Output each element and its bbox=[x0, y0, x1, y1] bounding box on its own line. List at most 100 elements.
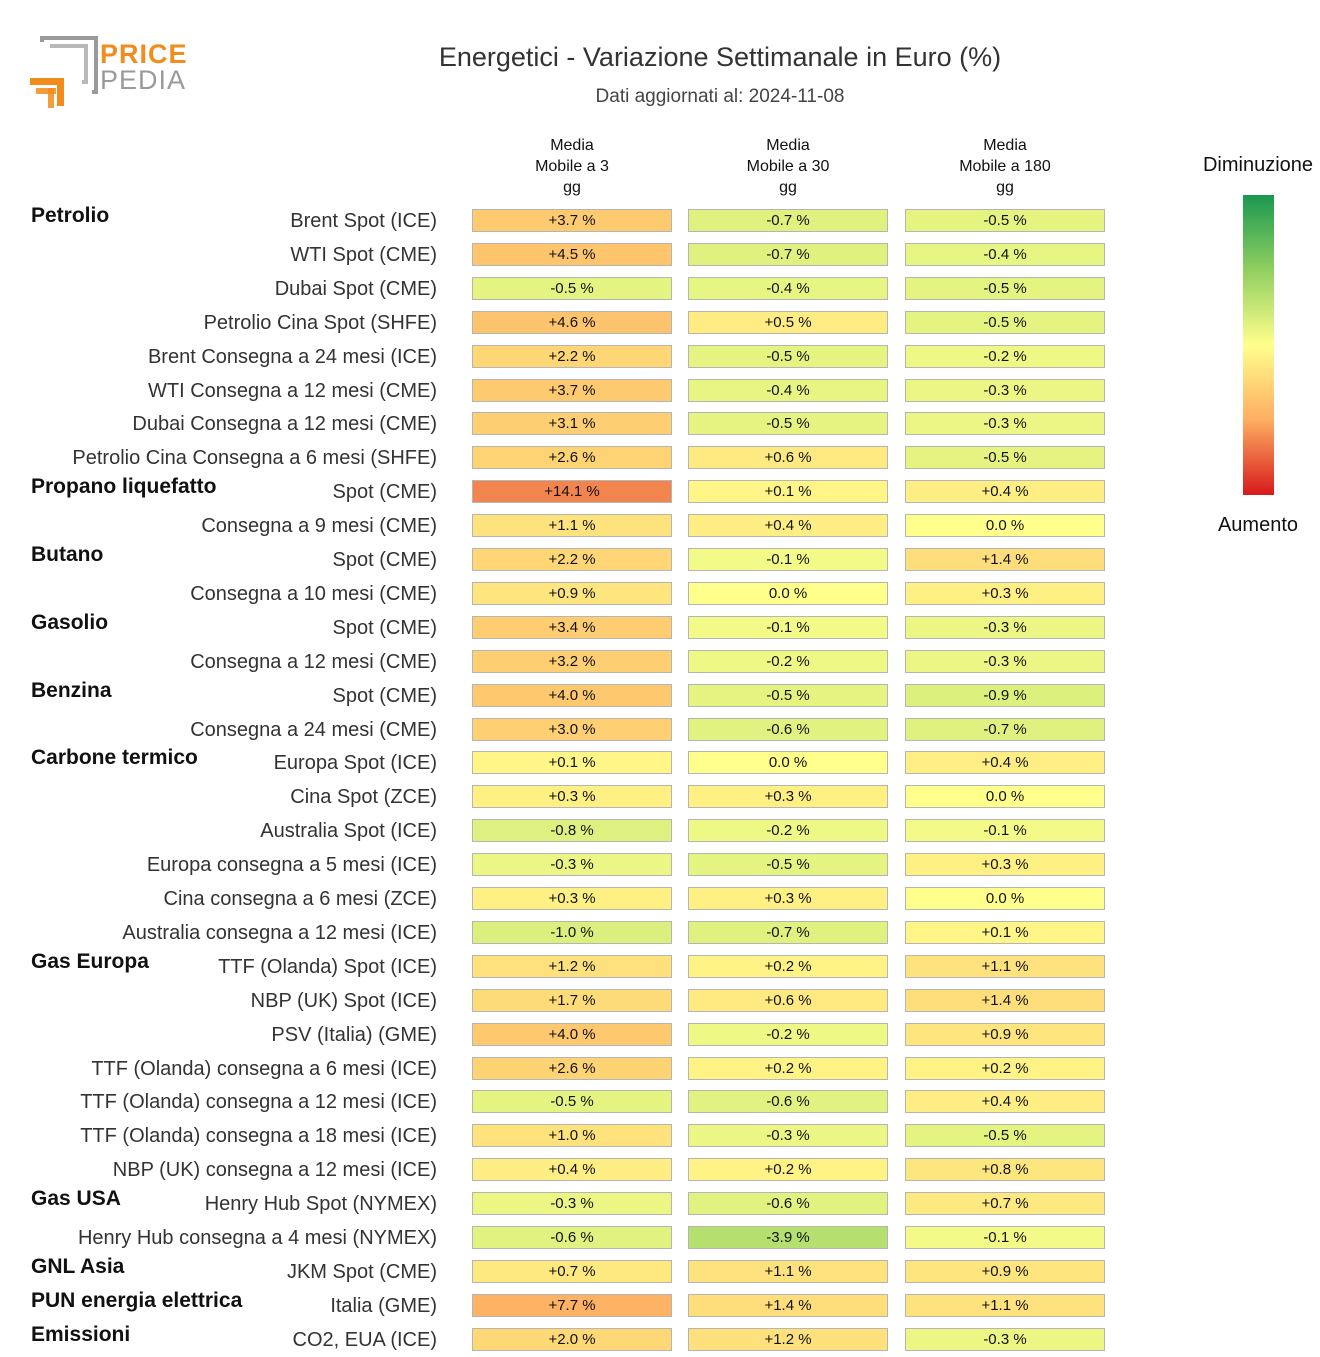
row-label: NBP (UK) Spot (ICE) bbox=[250, 989, 437, 1012]
heatmap-cell: -0.1 % bbox=[688, 548, 888, 571]
group-label: Emissioni bbox=[31, 1322, 131, 1346]
group-label: Carbone termico bbox=[31, 746, 198, 770]
heatmap-cell: +1.4 % bbox=[688, 1293, 888, 1317]
heatmap-cell: +3.4 % bbox=[472, 615, 672, 639]
row-label: Australia consegna a 12 mesi (ICE) bbox=[122, 921, 437, 944]
logo-mark bbox=[30, 36, 98, 108]
row-label: TTF (Olanda) consegna a 6 mesi (ICE) bbox=[91, 1057, 437, 1080]
heatmap-cell: -0.5 % bbox=[905, 1124, 1105, 1148]
heatmap-cell: +0.1 % bbox=[472, 751, 672, 775]
group-label: Butano bbox=[31, 543, 104, 566]
heatmap-cell: -0.3 % bbox=[905, 412, 1105, 436]
heatmap-cell: +0.8 % bbox=[905, 1158, 1105, 1182]
group-label: Petrolio bbox=[31, 204, 110, 227]
legend-top-label: Diminuzione bbox=[1202, 154, 1314, 176]
heatmap-cell: +0.4 % bbox=[905, 1090, 1105, 1114]
heatmap-cell: +0.7 % bbox=[905, 1192, 1105, 1216]
row-label: TTF (Olanda) Spot (ICE) bbox=[218, 955, 437, 978]
heatmap-cell: -0.2 % bbox=[688, 649, 888, 673]
heatmap-cell: -0.6 % bbox=[688, 717, 888, 741]
heatmap-cell: -0.9 % bbox=[905, 683, 1105, 707]
row-label: Spot (CME) bbox=[332, 684, 437, 707]
heatmap-cell: +0.3 % bbox=[688, 785, 888, 809]
heatmap-cell: -0.2 % bbox=[905, 344, 1105, 368]
heatmap-cell: -0.1 % bbox=[905, 1226, 1105, 1249]
legend-color-bar bbox=[1243, 195, 1274, 495]
heatmap-cell: -0.5 % bbox=[905, 310, 1105, 334]
heatmap-cell: -0.5 % bbox=[688, 853, 888, 877]
row-label: Australia Spot (ICE) bbox=[260, 820, 437, 843]
heatmap-cell: +0.2 % bbox=[905, 1056, 1105, 1080]
column-header: Media Mobile a 3 gg bbox=[471, 135, 673, 198]
heatmap-cell: -0.6 % bbox=[688, 1090, 888, 1114]
group-label: Propano liquefatto bbox=[31, 475, 217, 499]
heatmap-cell: -0.3 % bbox=[472, 853, 672, 877]
column-header: Media Mobile a 30 gg bbox=[687, 135, 889, 198]
heatmap-cell: +4.5 % bbox=[472, 242, 672, 266]
row-label: Consegna a 24 mesi (CME) bbox=[190, 718, 437, 741]
row-label: NBP (UK) consegna a 12 mesi (ICE) bbox=[112, 1159, 437, 1182]
row-label: Cina Spot (ZCE) bbox=[290, 786, 437, 809]
heatmap-cell: +3.7 % bbox=[472, 209, 672, 232]
heatmap-cell: +3.0 % bbox=[472, 717, 672, 741]
heatmap-cell: -0.4 % bbox=[688, 276, 888, 300]
heatmap-cell: +0.3 % bbox=[688, 887, 888, 910]
heatmap-cell: +1.1 % bbox=[905, 1293, 1105, 1317]
row-label: Petrolio Cina Consegna a 6 mesi (SHFE) bbox=[72, 447, 437, 470]
heatmap-cell: -0.7 % bbox=[688, 209, 888, 232]
heatmap-cell: -0.7 % bbox=[905, 717, 1105, 741]
heatmap-cell: +7.7 % bbox=[472, 1293, 672, 1317]
heatmap-cell: +0.1 % bbox=[688, 480, 888, 504]
heatmap-cell: -0.5 % bbox=[688, 683, 888, 707]
group-label: Gas Europa bbox=[31, 949, 149, 973]
heatmap-cell: -0.2 % bbox=[688, 1022, 888, 1046]
column-header: Media Mobile a 180 gg bbox=[904, 135, 1106, 198]
heatmap-cell: -3.9 % bbox=[688, 1226, 888, 1249]
heatmap-cell: -0.5 % bbox=[688, 344, 888, 368]
group-label: Gasolio bbox=[31, 610, 109, 634]
heatmap-cell: 0.0 % bbox=[905, 785, 1105, 809]
row-label: Europa consegna a 5 mesi (ICE) bbox=[146, 854, 437, 877]
row-label: Brent Spot (ICE) bbox=[290, 210, 437, 232]
chart-title: Energetici - Variazione Settimanale in E… bbox=[438, 42, 1002, 72]
heatmap-cell: +1.1 % bbox=[905, 954, 1105, 978]
heatmap-cell: -0.1 % bbox=[688, 615, 888, 639]
heatmap-cell: +0.3 % bbox=[905, 581, 1105, 605]
heatmap-cell: +0.1 % bbox=[905, 920, 1105, 944]
heatmap-cell: +1.2 % bbox=[688, 1327, 888, 1351]
heatmap-cell: -0.8 % bbox=[472, 819, 672, 843]
heatmap-cell: +2.2 % bbox=[472, 344, 672, 368]
chart-subtitle: Dati aggiornati al: 2024-11-08 bbox=[595, 86, 845, 107]
heatmap-cell: -0.3 % bbox=[905, 649, 1105, 673]
heatmap-cell: +0.4 % bbox=[688, 514, 888, 538]
row-label: Dubai Spot (CME) bbox=[274, 277, 437, 300]
heatmap-cell: -0.3 % bbox=[905, 1327, 1105, 1351]
heatmap-cell: +0.2 % bbox=[688, 1158, 888, 1182]
heatmap-cell: -0.3 % bbox=[905, 378, 1105, 402]
heatmap-cell: +2.2 % bbox=[472, 548, 672, 571]
row-label: Consegna a 10 mesi (CME) bbox=[190, 582, 437, 605]
heatmap-cell: +0.9 % bbox=[905, 1022, 1105, 1046]
heatmap-cell: -0.1 % bbox=[905, 819, 1105, 843]
heatmap-cell: -0.5 % bbox=[905, 209, 1105, 232]
heatmap-cell: 0.0 % bbox=[905, 514, 1105, 538]
heatmap-cell: +0.4 % bbox=[472, 1158, 672, 1182]
heatmap-cell: -0.5 % bbox=[905, 276, 1105, 300]
heatmap-cell: 0.0 % bbox=[688, 751, 888, 775]
group-label: Gas USA bbox=[31, 1187, 121, 1211]
heatmap-cell: +0.9 % bbox=[472, 581, 672, 605]
heatmap-cell: 0.0 % bbox=[905, 887, 1105, 910]
group-label: PUN energia elettrica bbox=[31, 1288, 243, 1312]
column-header-line: gg bbox=[779, 179, 797, 196]
heatmap-cell: +3.1 % bbox=[472, 412, 672, 436]
column-header-line: Media bbox=[550, 137, 594, 154]
heatmap-cell: +0.3 % bbox=[905, 853, 1105, 877]
heatmap-cell: +1.7 % bbox=[472, 988, 672, 1012]
heatmap-cell: -0.3 % bbox=[472, 1192, 672, 1216]
pricepedia-logo: PRICE PEDIA bbox=[28, 36, 198, 112]
row-label: Spot (CME) bbox=[332, 549, 437, 571]
heatmap-cell: +1.4 % bbox=[905, 988, 1105, 1012]
row-label: Consegna a 9 mesi (CME) bbox=[201, 515, 437, 538]
heatmap-cell: -0.6 % bbox=[472, 1226, 672, 1249]
heatmap-cell: +0.6 % bbox=[688, 988, 888, 1012]
